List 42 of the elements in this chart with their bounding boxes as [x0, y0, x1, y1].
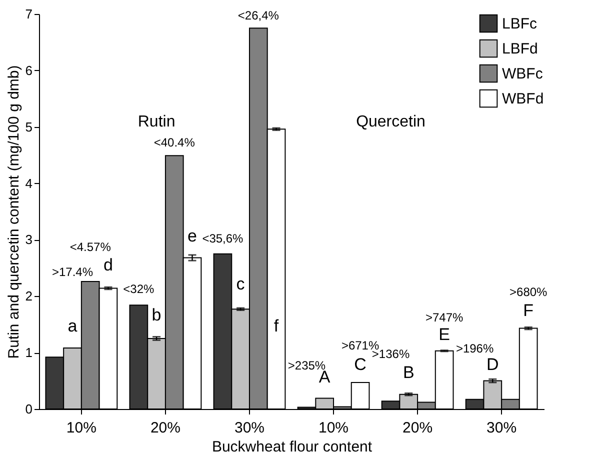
y-tick-label: 1: [25, 345, 32, 360]
y-axis-title: Rutin and quercetin content (mg/100 g dmb): [5, 65, 22, 359]
annotation: Rutin: [138, 114, 176, 131]
y-tick-label: 7: [25, 6, 32, 22]
x-tick-label: 10%: [318, 420, 349, 436]
legend-label: LBFd: [502, 40, 538, 58]
annotation: >747%: [425, 310, 464, 324]
x-tick-label: 20%: [150, 420, 180, 436]
annotation: >680%: [510, 284, 548, 299]
y-tick-label: 0: [25, 402, 32, 416]
annotation: Quercetin: [356, 114, 426, 131]
annotation: <32%: [123, 282, 155, 296]
y-tick-label: 3: [25, 232, 32, 248]
annotation: F: [523, 300, 534, 320]
y-tick-label: 2: [25, 288, 32, 304]
legend-label: WBFd: [502, 90, 544, 108]
x-axis-title: Buckwheat flour content: [212, 438, 373, 456]
x-tick-label: 30%: [234, 420, 264, 436]
annotation: <40.4%: [154, 135, 196, 150]
annotation: <35,6%: [202, 231, 244, 246]
y-tick-label: 4: [25, 176, 32, 191]
annotation: e: [188, 226, 197, 246]
x-tick-label: 10%: [66, 420, 96, 436]
annotation: B: [402, 362, 414, 382]
annotation: >196%: [456, 341, 494, 356]
y-tick-label: 6: [25, 62, 32, 78]
annotation: b: [152, 305, 162, 324]
x-tick-label: 20%: [402, 420, 433, 436]
legend-label: WBFc: [502, 66, 544, 82]
annotation: c: [236, 274, 246, 294]
legend-label: LBFc: [502, 16, 538, 32]
y-tick-label: 5: [25, 119, 32, 134]
annotation: >17.4%: [52, 265, 94, 280]
annotation: <4.57%: [70, 240, 112, 254]
annotation: E: [438, 325, 450, 344]
annotation: D: [486, 355, 499, 374]
annotation: f: [274, 316, 279, 336]
annotation: a: [68, 316, 78, 336]
annotation: C: [354, 355, 366, 374]
annotation: d: [103, 256, 113, 275]
x-tick-label: 30%: [486, 420, 517, 436]
annotation: <26,4%: [238, 8, 280, 22]
